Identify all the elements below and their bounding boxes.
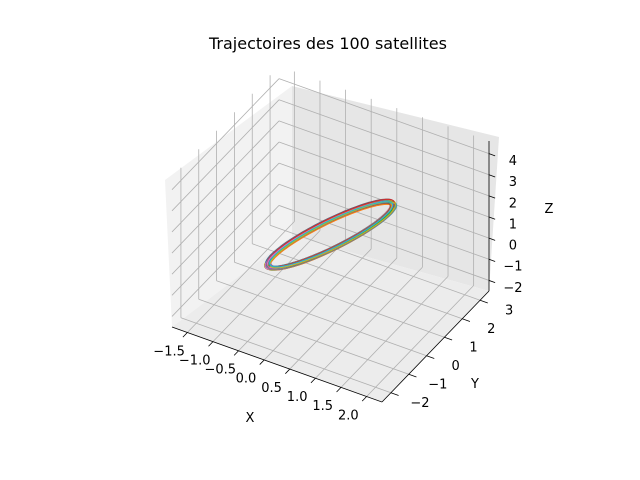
z-grid-right	[278, 78, 490, 155]
x-tick-label: −1.5	[153, 344, 185, 359]
x-tick-mark	[310, 377, 316, 384]
z-tick-label: 4	[509, 154, 517, 169]
y-grid-floor	[198, 298, 409, 375]
y-tick-mark	[462, 318, 471, 322]
z-tick-label: 0	[509, 239, 517, 254]
y-tick-label: −1	[428, 377, 447, 392]
z-tick-mark	[488, 258, 496, 262]
x-tick-mark	[182, 332, 188, 338]
z-tick-mark	[488, 153, 496, 157]
satellite-orbit-line	[269, 201, 396, 269]
y-grid-floor	[269, 224, 481, 301]
z-grid-left	[171, 120, 280, 233]
z-grid-right	[278, 205, 490, 281]
satellite-orbits	[264, 198, 398, 271]
y-axis-label: Y	[470, 377, 479, 392]
y-tick-mark	[390, 392, 399, 396]
x-tick-label: −1.0	[179, 353, 211, 368]
z-grid-left	[171, 162, 280, 275]
x-axis-line	[171, 326, 383, 403]
x-tick-mark	[285, 368, 291, 374]
pane-back-right	[292, 86, 499, 291]
y-grid-floor	[234, 261, 445, 338]
pane-back-left	[165, 86, 292, 327]
x-grid-floor	[366, 285, 474, 397]
x-tick-mark	[259, 359, 265, 365]
x-tick-label: 0.0	[236, 372, 257, 387]
z-grid-left	[171, 99, 280, 212]
pane-floor	[172, 236, 489, 402]
chart-title: Trajectoires des 100 satellites	[208, 34, 447, 53]
y-tick-mark	[444, 336, 453, 341]
z-tick-label: −1	[503, 260, 522, 275]
x-grid-floor	[263, 248, 372, 361]
y-grid-floor	[216, 280, 427, 357]
z-grid-left	[171, 205, 280, 317]
x-grid-floor	[238, 239, 346, 352]
y-tick-label: 0	[451, 359, 459, 374]
y-grid-floor	[180, 317, 392, 394]
z-tick-mark	[488, 174, 496, 178]
x-axis-label: X	[246, 411, 255, 426]
y-tick-label: 3	[505, 303, 513, 318]
axes-panes	[165, 86, 499, 402]
x-axis-ticks: −1.5−1.0−0.50.0 0.5 1.0 1.5 2.0	[153, 332, 367, 423]
y-tick-label: −2	[410, 396, 429, 411]
y-tick-label: 1	[469, 340, 477, 355]
z-tick-mark	[488, 216, 496, 220]
x-grid-floor	[212, 230, 321, 342]
pane-edges	[171, 141, 490, 403]
x-tick-label: 1.5	[312, 399, 333, 414]
x-grid-floor	[340, 276, 449, 388]
x-tick-mark	[336, 387, 342, 393]
y-tick-mark	[408, 373, 417, 378]
satellite-orbit-line	[269, 201, 394, 268]
z-grid-right	[278, 99, 490, 176]
z-tick-label: 1	[509, 217, 517, 232]
x-tick-label: −0.5	[205, 363, 237, 378]
x-grid-floor	[187, 221, 295, 333]
x-tick-label: 2.0	[338, 408, 359, 423]
z-grid-right	[278, 183, 490, 260]
y-tick-mark	[479, 299, 488, 304]
y-axis-line	[381, 290, 490, 403]
x-tick-mark	[208, 341, 214, 347]
z-grid-left	[171, 78, 280, 190]
z-tick-label: −2	[503, 281, 522, 296]
z-grid-right	[278, 120, 490, 197]
y-tick-mark	[426, 355, 435, 359]
x-tick-mark	[361, 396, 367, 402]
z-grid-left	[171, 141, 280, 254]
z-grid-left	[171, 184, 280, 296]
x-grid-floor	[315, 266, 423, 379]
z-tick-mark	[488, 237, 496, 241]
x-tick-label: 1.0	[287, 390, 308, 405]
z-tick-label: 3	[509, 175, 517, 190]
x-tick-mark	[233, 350, 239, 356]
x-grid-floor	[289, 257, 398, 370]
z-tick-mark	[488, 280, 496, 284]
y-grid-floor	[252, 243, 463, 320]
z-grid-right	[278, 141, 490, 218]
z-axis-label: Z	[545, 202, 554, 217]
x-tick-label: 0.5	[261, 381, 282, 396]
y-tick-label: 2	[487, 322, 495, 337]
z-axis-ticks: −2 −1 0 1 2 3 4	[488, 153, 523, 296]
z-tick-mark	[488, 195, 496, 199]
z-tick-label: 2	[509, 196, 517, 211]
